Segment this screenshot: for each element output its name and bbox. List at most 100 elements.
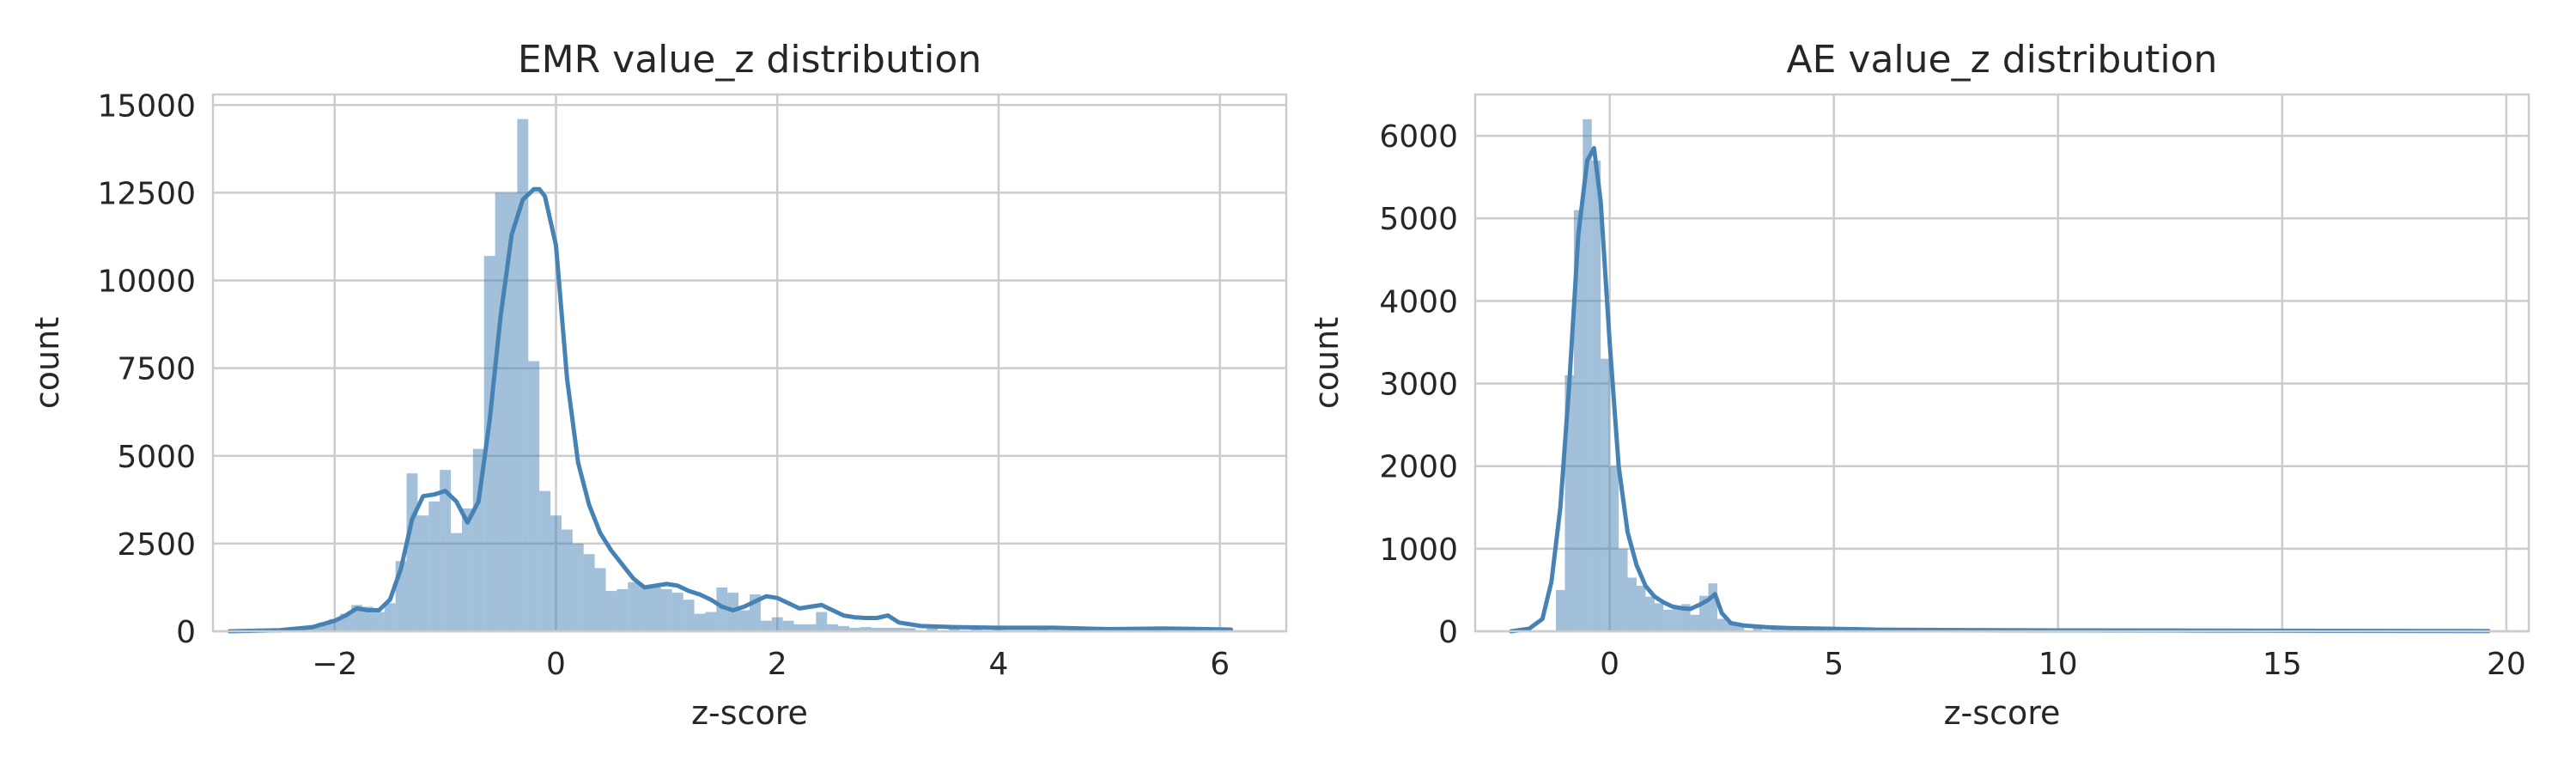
histogram-bar [506,192,518,631]
histogram-bar [871,627,883,631]
histogram-bar [1601,358,1610,631]
histogram-bar [1663,610,1673,631]
histogram-bar [860,627,872,631]
x-tick-label: 4 [988,647,1008,682]
kde-line [1509,146,2491,634]
histogram-bar [1609,466,1619,631]
histogram-bar [927,628,939,631]
x-tick-label: 6 [1210,647,1230,682]
x-axis-label: z-score [1944,694,2061,732]
histogram-bar [1654,603,1664,631]
histogram-bar [461,508,473,631]
histogram-bar [970,629,982,631]
chart-title: EMR value_z distribution [518,38,981,82]
x-axis-label: z-score [691,694,808,732]
histogram-bar [1591,160,1601,631]
y-tick-label: 5000 [1379,202,1458,237]
y-tick-label: 5000 [117,440,196,475]
histogram-bar [373,612,385,631]
histogram-bar [694,613,706,631]
y-tick-label: 2000 [1379,450,1458,485]
histogram-bar [1636,586,1646,631]
histogram-bar [417,515,429,631]
histogram-bar [1708,583,1717,631]
histogram-bar [948,628,960,631]
histogram-bar [1619,548,1628,631]
plot-frame [1473,93,2530,633]
x-tick-label: 20 [2487,647,2526,682]
histogram-bar [483,255,495,631]
histogram-bar [904,628,916,631]
panel-ae: 0 5 10 15 20 0 1000 2000 3000 4000 5000 6000 AE valu… [1308,38,2530,732]
y-tick-label: 6000 [1379,119,1458,155]
histogram-bar [782,620,794,631]
x-tick-label: −2 [312,647,357,682]
histogram-bar [793,624,805,631]
histogram-bar [1645,596,1655,631]
x-tick-label: 2 [768,647,787,682]
histogram-bar [561,529,573,631]
histogram-bar [1681,604,1691,631]
histogram-bar [760,620,772,631]
histogram-bar [882,627,894,631]
histogram-bar [805,624,817,631]
histogram-bar [594,568,606,631]
histogram-bar [605,591,617,631]
y-tick-label: 0 [176,615,196,650]
histogram-bar [583,554,595,631]
histogram-bar [318,622,330,631]
histogram-bar [827,624,839,631]
histogram-bar [495,192,507,631]
histogram-bar [683,600,695,631]
y-tick-label: 15000 [97,88,196,124]
plot-frame [211,93,1288,633]
histogram-bar [550,515,562,631]
histogram-bar [617,588,629,631]
histogram-bar [660,588,672,631]
y-tick-label: 10000 [97,265,196,300]
histogram-bar [1627,577,1637,631]
histogram-bar [361,606,374,631]
histogram-bar [1699,595,1709,631]
histogram-bar [517,119,529,631]
histogram-bar [428,501,440,631]
histogram-bar [738,610,750,631]
y-tick-label: 3000 [1379,368,1458,403]
kde-line [227,186,1234,634]
histogram-bar [893,627,905,631]
histogram-bar [1672,608,1682,631]
y-tick-label: 1000 [1379,533,1458,568]
y-tick-label: 0 [1438,615,1458,650]
histogram-bar [440,470,452,631]
histogram-bar [1716,618,1727,631]
histogram-bar [539,490,551,631]
histogram-bar [1573,210,1583,631]
histogram-bar [528,361,540,631]
histogram-bar [848,627,860,631]
histogram-bar [406,473,418,631]
histogram-bar [1726,622,1735,631]
y-tick-label: 12500 [97,176,196,211]
x-tick-label: 15 [2263,647,2302,682]
histogram-bar [451,533,462,631]
histogram-bar [384,603,396,631]
histogram-bar [716,587,728,631]
histogram-bar [572,543,584,631]
y-tick-label: 4000 [1379,284,1458,320]
y-tick-label: 7500 [117,352,196,387]
x-tick-label: 5 [1824,647,1844,682]
histogram-bar [838,625,849,631]
histogram-bar [816,612,828,631]
histogram-bar [628,581,640,631]
histogram-bar [639,585,651,631]
panel-emr: −2 0 2 4 6 0 2500 5000 7500 10000 12500 15000 EMR va… [28,38,1288,732]
histogram-bar [1735,624,1745,631]
histogram-bar [671,593,683,631]
chart-title: AE value_z distribution [1787,38,2218,82]
x-tick-label: 0 [546,647,566,682]
histogram-bar [650,587,661,631]
histogram-bar [1583,119,1592,631]
y-tick-label: 2500 [117,527,196,563]
